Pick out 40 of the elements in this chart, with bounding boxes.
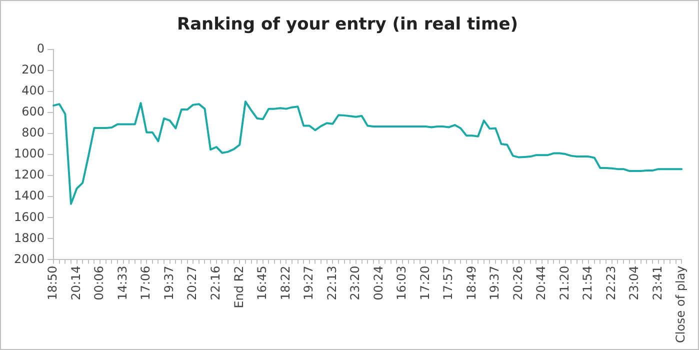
x-tick-label: 19:37 bbox=[162, 266, 176, 300]
x-tick-label: 00:06 bbox=[92, 266, 106, 300]
y-tick-label: 800 bbox=[22, 126, 45, 140]
y-tick-label: 1600 bbox=[14, 210, 45, 224]
x-tick-label: 21:54 bbox=[580, 266, 595, 300]
y-tick-label: 0 bbox=[36, 42, 45, 56]
x-tick-label: 16:03 bbox=[394, 266, 409, 300]
x-tick-label: 18:22 bbox=[278, 266, 292, 300]
x-tick-label: 23:04 bbox=[627, 266, 642, 300]
x-tick-label: 22:16 bbox=[208, 266, 222, 300]
y-tick-label: 400 bbox=[22, 84, 45, 98]
x-tick-label: 21:20 bbox=[557, 266, 572, 300]
x-tick-label: 19:37 bbox=[488, 266, 502, 300]
x-tick-label: 20:27 bbox=[185, 266, 200, 300]
y-tick-label: 1000 bbox=[14, 146, 45, 161]
x-tick-label: 14:33 bbox=[115, 266, 130, 300]
x-tick-label: 18:49 bbox=[464, 266, 478, 300]
y-tick-label: 2000 bbox=[14, 252, 45, 266]
x-tick-label: End R2 bbox=[232, 266, 246, 308]
x-tick-label: 20:14 bbox=[68, 266, 83, 300]
y-tick-label: 200 bbox=[22, 62, 45, 77]
x-tick-label: 17:06 bbox=[138, 266, 153, 300]
x-tick-label: 22:23 bbox=[604, 266, 618, 300]
x-tick-label: 23:41 bbox=[650, 266, 664, 300]
y-tick-label: 1200 bbox=[14, 168, 45, 182]
y-tick-label: 1800 bbox=[14, 230, 45, 245]
x-tick-label: 20:44 bbox=[534, 266, 548, 300]
x-tick-label: 18:50 bbox=[46, 266, 60, 300]
x-tick-label: 22:13 bbox=[324, 266, 339, 300]
y-tick-label: 600 bbox=[22, 104, 45, 119]
x-tick-label: Close of play bbox=[674, 266, 688, 344]
x-tick-label: 17:20 bbox=[418, 266, 432, 300]
x-tick-label: 00:24 bbox=[371, 266, 386, 300]
x-tick-label: 19:27 bbox=[302, 266, 316, 300]
y-tick-label: 1400 bbox=[14, 188, 45, 203]
x-tick-label: 16:45 bbox=[255, 266, 270, 300]
chart-title: Ranking of your entry (in real time) bbox=[176, 14, 518, 35]
x-tick-label: 23:20 bbox=[348, 266, 362, 300]
x-tick-label: 17:57 bbox=[441, 266, 456, 300]
x-tick-label: 20:26 bbox=[510, 266, 525, 300]
